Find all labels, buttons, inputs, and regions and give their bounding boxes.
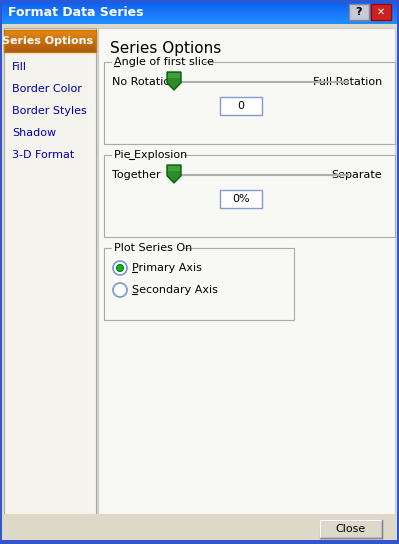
- Text: 3-D Format: 3-D Format: [12, 150, 74, 160]
- Polygon shape: [168, 73, 180, 78]
- Bar: [2, 4, 397, 5]
- Bar: [4, 48, 96, 49]
- Bar: [104, 155, 395, 237]
- Bar: [2, 7, 397, 8]
- Bar: [2, 514, 397, 542]
- Text: Series Options: Series Options: [110, 40, 221, 55]
- Bar: [4, 31, 96, 32]
- Bar: [2, 15, 397, 16]
- Bar: [4, 46, 96, 47]
- Text: Fill: Fill: [12, 62, 27, 72]
- Text: Full Rotation: Full Rotation: [313, 77, 382, 87]
- Bar: [4, 38, 96, 39]
- Bar: [2, 12, 397, 13]
- Bar: [4, 32, 96, 33]
- Bar: [4, 30, 96, 52]
- Polygon shape: [168, 166, 180, 171]
- Bar: [2, 16, 397, 17]
- Text: 0%: 0%: [232, 194, 250, 204]
- Text: Close: Close: [336, 524, 366, 534]
- Bar: [2, 8, 397, 9]
- Bar: [4, 41, 96, 42]
- Bar: [2, 17, 397, 18]
- Text: 0: 0: [237, 101, 245, 111]
- Bar: [220, 97, 262, 115]
- Bar: [104, 248, 294, 320]
- Bar: [2, 10, 397, 11]
- Bar: [4, 45, 96, 46]
- Text: Shadow: Shadow: [12, 128, 56, 138]
- Bar: [2, 18, 397, 19]
- Bar: [104, 62, 395, 144]
- Bar: [2, 21, 397, 22]
- Bar: [320, 520, 382, 538]
- Bar: [0, 540, 399, 544]
- Bar: [4, 30, 96, 31]
- Bar: [112, 58, 204, 68]
- Bar: [4, 39, 96, 40]
- Bar: [2, 2, 397, 3]
- Text: Border Styles: Border Styles: [12, 106, 87, 116]
- Bar: [2, 23, 397, 24]
- Bar: [2, 9, 397, 10]
- Bar: [2, 14, 397, 15]
- Text: Plot Series On: Plot Series On: [114, 243, 192, 253]
- Bar: [220, 190, 262, 208]
- Text: Together: Together: [112, 170, 161, 180]
- Bar: [2, 20, 397, 21]
- Bar: [4, 43, 96, 44]
- Bar: [4, 33, 96, 34]
- Text: Format Data Series: Format Data Series: [8, 7, 144, 20]
- Text: www.office-cn.com: www.office-cn.com: [196, 385, 300, 395]
- Bar: [112, 244, 184, 254]
- Bar: [2, 19, 397, 20]
- Bar: [371, 4, 391, 20]
- Bar: [2, 11, 397, 12]
- Bar: [4, 50, 96, 51]
- Text: Pie Explosion: Pie Explosion: [114, 150, 187, 160]
- Bar: [4, 28, 96, 516]
- Bar: [4, 37, 96, 38]
- Bar: [2, 3, 397, 4]
- Circle shape: [113, 283, 127, 297]
- Text: Series Options: Series Options: [2, 36, 93, 46]
- Text: Primary Axis: Primary Axis: [132, 263, 202, 273]
- Text: Secondary Axis: Secondary Axis: [132, 285, 218, 295]
- Bar: [4, 36, 96, 37]
- Circle shape: [113, 261, 127, 275]
- Bar: [2, 13, 397, 14]
- Bar: [4, 40, 96, 41]
- Bar: [112, 151, 184, 161]
- Bar: [2, 22, 397, 23]
- Text: ✕: ✕: [377, 7, 385, 17]
- Text: Border Color: Border Color: [12, 84, 82, 94]
- Bar: [2, 5, 397, 6]
- Text: Angle of first slice: Angle of first slice: [114, 57, 214, 67]
- Text: Separate: Separate: [332, 170, 382, 180]
- Polygon shape: [167, 72, 181, 90]
- Bar: [4, 51, 96, 52]
- Text: No Rotation: No Rotation: [112, 77, 177, 87]
- Bar: [4, 42, 96, 43]
- Circle shape: [117, 264, 124, 271]
- Bar: [4, 34, 96, 35]
- Bar: [4, 44, 96, 45]
- Bar: [4, 35, 96, 36]
- Bar: [98, 28, 395, 516]
- Polygon shape: [167, 165, 181, 183]
- Bar: [4, 47, 96, 48]
- Bar: [2, 6, 397, 7]
- Text: ?: ?: [356, 7, 362, 17]
- Bar: [349, 4, 369, 20]
- Bar: [4, 49, 96, 50]
